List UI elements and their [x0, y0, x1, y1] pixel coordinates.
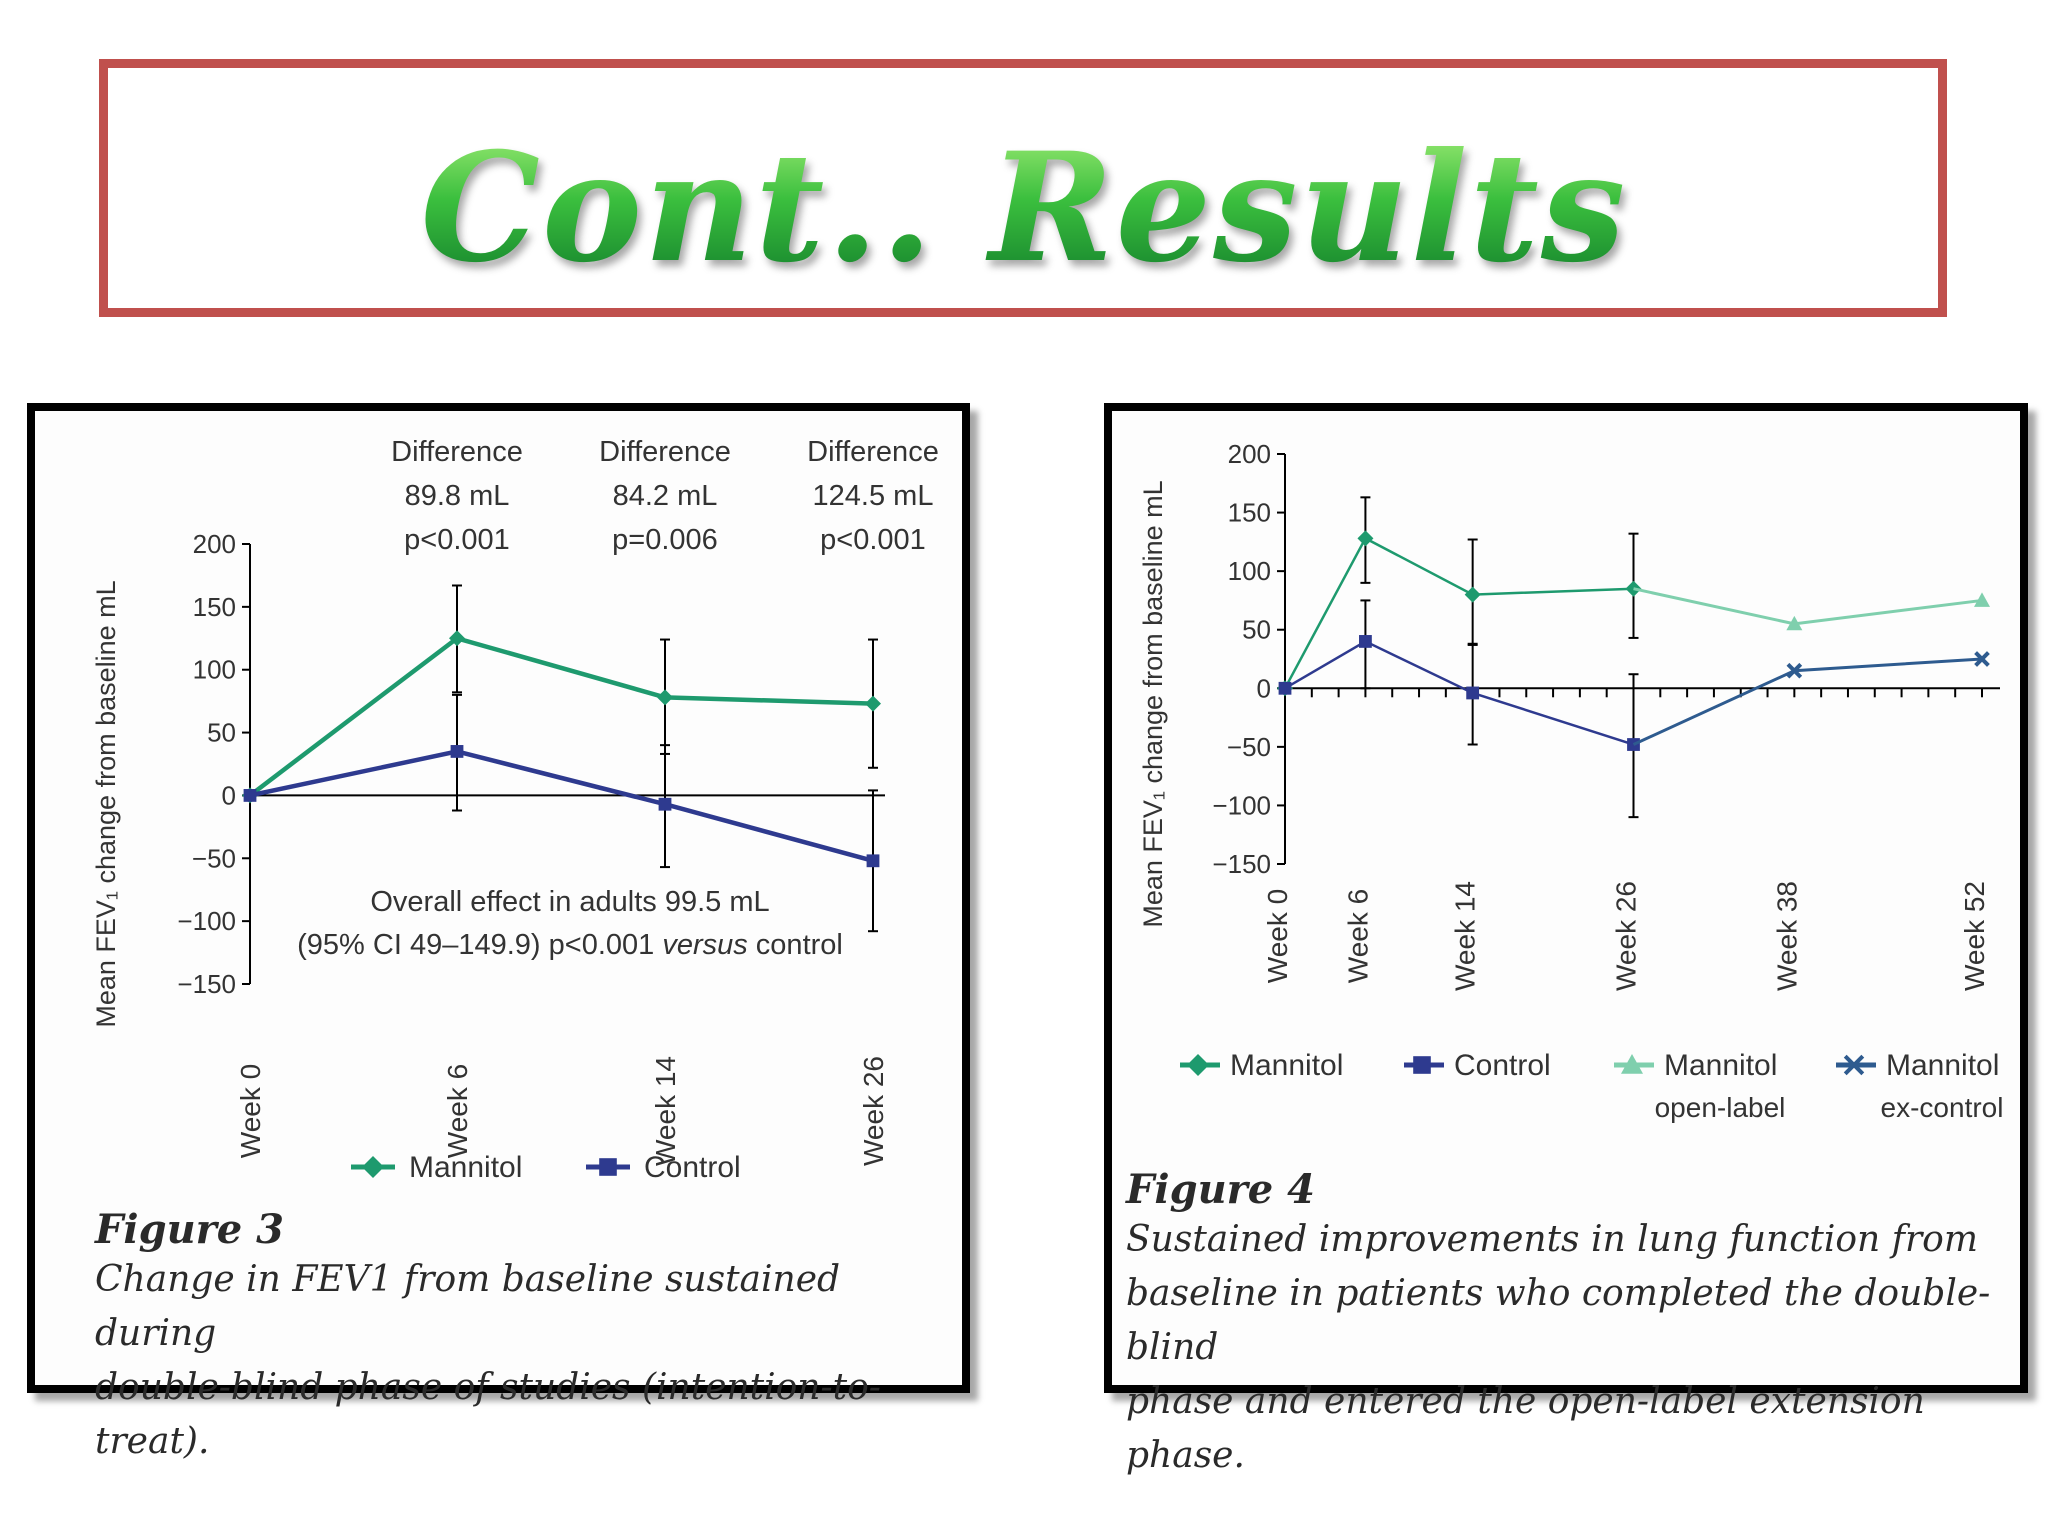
x-tick-label: Week 14 [650, 1056, 681, 1166]
legend-sublabel-2: open-label [1655, 1092, 1786, 1123]
y-tick-label: −50 [1227, 732, 1271, 762]
y-tick-label: 200 [1228, 439, 1271, 469]
figure3-chart: 200 150 100 50 0 −50 −100 −150 Mean FEV₁ change … [91, 436, 939, 1184]
figure4-label: Figure 4 [1126, 1166, 1315, 1213]
difference-value: 89.8 mL [405, 480, 510, 512]
difference-p-value: p<0.001 [404, 524, 510, 556]
slide-title: Cont.. Results [0, 108, 2048, 308]
figure3-caption-line2: double-blind phase of studies (intention… [95, 1367, 881, 1462]
figure4-panel: 200 150 100 50 0 −50 −100 −150 Mean FEV₁ change … [1104, 403, 2028, 1476]
legend-label-3: Mannitol [1886, 1049, 1999, 1082]
data-point-control [658, 797, 672, 811]
data-point-series-1 [1627, 738, 1640, 751]
x-tick-label: Week 14 [1450, 881, 1481, 991]
data-point-series-0 [1357, 530, 1374, 547]
legend-label-control: Control [644, 1151, 741, 1184]
figure3-caption: Figure 3 Change in FEV1 from baseline su… [95, 1206, 962, 1469]
data-point-mannitol [449, 630, 465, 647]
legend-marker [362, 1156, 384, 1178]
difference-value: 124.5 mL [813, 480, 934, 512]
data-point-series-2 [1786, 615, 1803, 631]
y-tick-label: −150 [177, 969, 236, 999]
x-tick-label: Week 52 [1959, 881, 1990, 991]
figure3-panel: 200 150 100 50 0 −50 −100 −150 Mean FEV₁ change … [27, 403, 970, 1462]
figure4-caption: Figure 4 Sustained improvements in lung … [1126, 1166, 2020, 1483]
figure4-caption-line3: phase and entered the open-label extensi… [1126, 1381, 1925, 1476]
difference-label: Difference [599, 436, 731, 468]
x-tick-label: Week 6 [442, 1064, 473, 1158]
overall-effect-ci: (95% CI 49–149.9) p<0.001 [297, 929, 662, 961]
overall-effect-control: control [748, 929, 843, 961]
data-point-series-3 [1974, 651, 1990, 667]
overall-effect-line2: (95% CI 49–149.9) p<0.001 versus control [297, 929, 843, 961]
difference-p-value: p=0.006 [612, 524, 718, 556]
series-line-control [249, 749, 874, 863]
y-tick-label: 150 [193, 592, 236, 622]
series-line-1 [1284, 640, 1634, 746]
legend-label-2: Mannitol [1664, 1049, 1777, 1082]
difference-label: Difference [391, 436, 523, 468]
data-point-mannitol [657, 689, 673, 706]
x-tick-label: Week 38 [1771, 881, 1802, 991]
overall-effect-line1: Overall effect in adults 99.5 mL [370, 886, 769, 918]
series-line-0 [1283, 536, 1634, 689]
y-tick-label: −100 [1212, 790, 1271, 820]
data-point-control [866, 854, 880, 868]
y-tick-label: −50 [192, 843, 236, 873]
y-tick-label: 0 [222, 780, 236, 810]
y-tick-label: 100 [193, 655, 236, 685]
x-tick-label: Week 26 [1611, 881, 1642, 991]
data-point-series-1 [1466, 686, 1480, 700]
y-tick-label: 100 [1228, 556, 1271, 586]
legend-marker [1843, 1054, 1865, 1076]
data-point-control [450, 745, 464, 758]
series-line-2 [1633, 587, 1983, 626]
series-line-mannitol [248, 635, 874, 798]
title-frame [99, 59, 1947, 317]
x-tick-label: Week 26 [858, 1056, 889, 1166]
y-tick-label: 50 [207, 718, 236, 748]
x-tick-label: Week 6 [1342, 889, 1373, 983]
series-line-3 [1632, 657, 1983, 746]
difference-label: Difference [807, 436, 939, 468]
legend-label-1: Control [1454, 1049, 1551, 1082]
difference-p-value: p<0.001 [820, 524, 926, 556]
data-point-series-1 [1278, 681, 1292, 695]
figure3-caption-line1: Change in FEV1 from baseline sustained d… [95, 1259, 841, 1354]
data-point-series-2 [1974, 592, 1990, 607]
figure3-label: Figure 3 [95, 1206, 284, 1253]
legend-marker [1187, 1054, 1209, 1076]
x-tick-label: Week 0 [235, 1064, 266, 1158]
y-tick-label: −100 [177, 906, 236, 936]
data-point-series-3 [1786, 662, 1803, 679]
legend-label-0: Mannitol [1230, 1049, 1343, 1082]
overall-effect-versus: versus [662, 929, 747, 961]
y-tick-label: 200 [193, 529, 236, 559]
data-point-mannitol [865, 695, 881, 712]
figure4-caption-line1: Sustained improvements in lung function … [1126, 1219, 1978, 1260]
figure4-chart: 200 150 100 50 0 −50 −100 −150 Mean FEV₁ change … [1138, 439, 2004, 1123]
x-tick-label: Week 0 [1262, 889, 1293, 983]
y-axis-label: Mean FEV₁ change from baseline mL [1138, 480, 1168, 927]
legend-label-mannitol: Mannitol [409, 1151, 522, 1184]
slide-title-text: Cont.. Results [420, 120, 1628, 296]
difference-value: 84.2 mL [613, 480, 718, 512]
legend-marker [1413, 1056, 1431, 1074]
y-tick-label: −150 [1212, 849, 1271, 879]
y-tick-label: 50 [1242, 615, 1271, 645]
legend-marker [1621, 1054, 1643, 1074]
data-point-series-0 [1464, 586, 1481, 603]
data-point-control [243, 789, 257, 802]
data-point-series-1 [1359, 635, 1372, 648]
legend-sublabel-3: ex-control [1881, 1092, 2004, 1123]
figure4-caption-line2: baseline in patients who completed the d… [1126, 1273, 1991, 1368]
y-axis-label: Mean FEV₁ change from baseline mL [91, 580, 121, 1027]
y-tick-label: 0 [1257, 673, 1271, 703]
legend-marker [599, 1158, 617, 1176]
y-tick-label: 150 [1228, 498, 1271, 528]
